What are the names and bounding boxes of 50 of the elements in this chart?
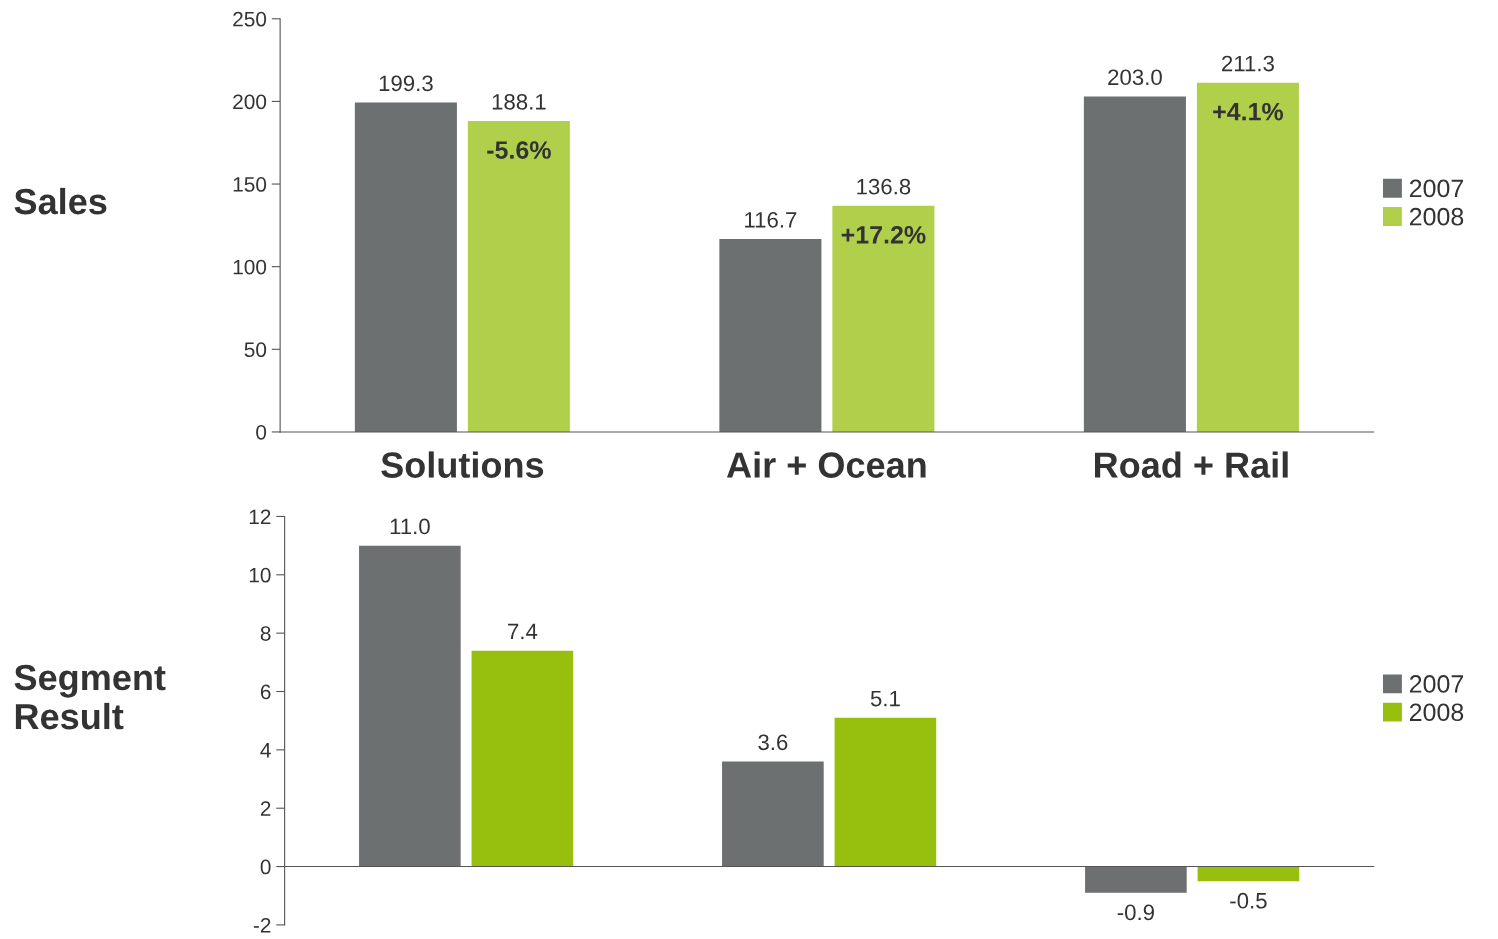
bar [1197, 866, 1300, 882]
annotation: +17.2% [841, 225, 926, 244]
legend-label: 2007 [1409, 179, 1464, 198]
data-label: 211.3 [1222, 55, 1274, 72]
bar [359, 545, 461, 867]
bar [832, 205, 935, 432]
y-tick-label: 200 [233, 94, 267, 110]
y-tick-label: 100 [233, 259, 267, 275]
bar [834, 717, 937, 867]
data-label: 3.6 [758, 734, 788, 751]
x-tick-label: Solutions [381, 451, 544, 478]
data-label: 116.7 [745, 212, 797, 228]
data-label: -0.5 [1230, 892, 1267, 909]
data-label: 136.8 [857, 178, 911, 195]
bar [722, 761, 824, 867]
x-tick-label: Road + Rail [1095, 451, 1288, 478]
data-label: 188.1 [492, 94, 546, 110]
data-label: 199.3 [379, 75, 433, 92]
data-label: 203.0 [1108, 69, 1162, 86]
x-tick-label: Air + Ocean [726, 451, 926, 478]
bar [467, 121, 570, 432]
bar [1083, 96, 1186, 432]
y-tick-label: 50 [244, 342, 267, 358]
bar [719, 239, 822, 432]
annotation: +4.1% [1213, 102, 1284, 121]
y-tick-label: 8 [260, 626, 271, 641]
y-tick-label: -2 [253, 917, 271, 933]
y-tick-label: 150 [233, 177, 267, 192]
data-label: 11.0 [390, 518, 430, 535]
y-tick-label: 0 [260, 859, 271, 875]
legend-label: 2008 [1409, 703, 1464, 722]
bar [1196, 82, 1299, 432]
bar [354, 102, 457, 432]
y-tick-label: 250 [233, 11, 267, 27]
y-tick-label: 2 [260, 801, 271, 816]
legend-label: 2007 [1409, 675, 1464, 693]
legend-label: 2008 [1409, 207, 1464, 226]
y-tick-label: 0 [256, 424, 267, 440]
annotation: -5.6% [487, 141, 551, 159]
y-tick-label: 12 [249, 509, 271, 524]
bar [471, 650, 574, 867]
y-tick-label: 4 [260, 743, 271, 758]
y-axis-title: Segment Result [14, 664, 166, 730]
y-tick-label: 10 [249, 567, 271, 583]
data-label: 5.1 [870, 690, 900, 707]
bar [1085, 866, 1187, 893]
data-label: -0.9 [1117, 904, 1154, 921]
y-axis-title: Sales [14, 187, 107, 215]
y-tick-label: 6 [260, 684, 271, 700]
data-label: 7.4 [508, 623, 538, 640]
